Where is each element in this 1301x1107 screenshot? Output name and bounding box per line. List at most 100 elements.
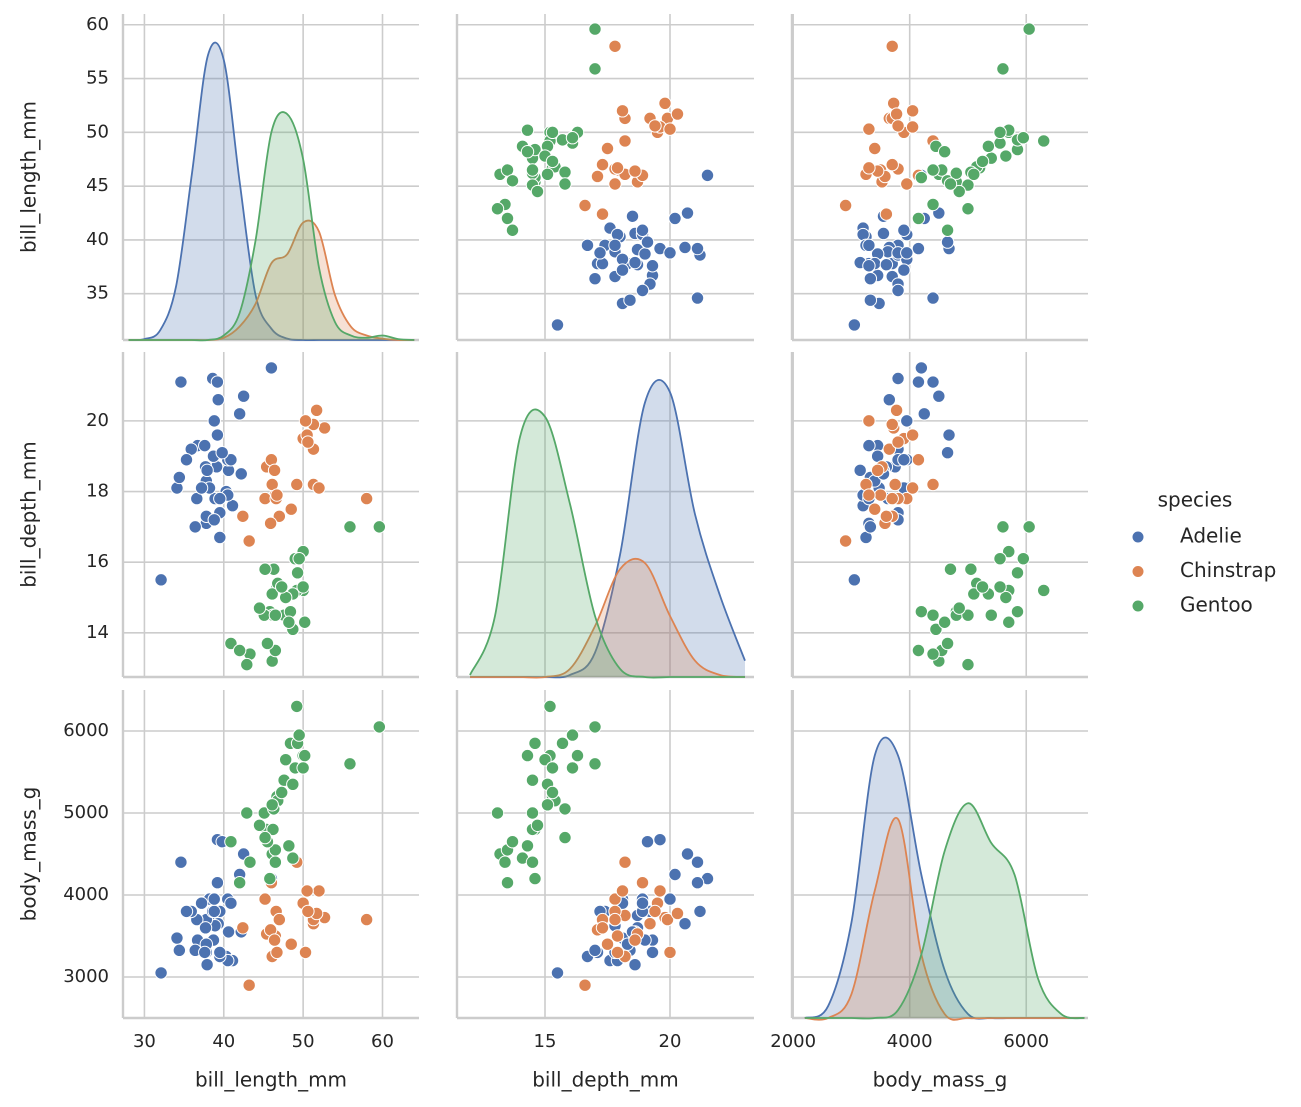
scatter-point [520, 145, 535, 159]
scatter-point [996, 62, 1010, 76]
scatter-point [668, 211, 682, 226]
legend-marker [1131, 565, 1145, 578]
scatter-point [937, 145, 952, 159]
x-tick-label: 15 [534, 1031, 557, 1052]
scatter-point [940, 445, 955, 460]
scatter-point [984, 608, 998, 622]
kde-line [128, 111, 415, 342]
scatter-point [862, 414, 876, 428]
scatter-point [876, 226, 891, 241]
scatter-point [545, 785, 560, 800]
scatter-point [595, 157, 610, 172]
scatter-point [266, 822, 280, 837]
legend-marker [1131, 599, 1145, 613]
x-axis-label: body_mass_g [873, 1068, 1008, 1092]
scatter-point [565, 761, 580, 775]
scatter-point [595, 207, 610, 221]
scatter-point [648, 904, 662, 919]
scatter-point [268, 608, 283, 622]
scatter-point [690, 876, 705, 890]
scatter-point [608, 39, 622, 53]
scatter-point [286, 851, 300, 865]
scatter-point [905, 428, 920, 442]
scatter-point [236, 389, 251, 403]
scatter-point [265, 798, 279, 812]
scatter-point [882, 442, 897, 456]
scatter-point [590, 169, 605, 184]
scatter-point [668, 867, 682, 882]
scatter-point [658, 96, 672, 111]
scatter-point [618, 134, 632, 148]
x-tick-label: 40 [212, 1031, 235, 1052]
scatter-point [635, 283, 650, 298]
scatter-point [595, 921, 610, 935]
scatter-point [943, 562, 958, 576]
scatter-point [897, 223, 911, 237]
scatter-point [275, 785, 289, 800]
scatter-point [885, 491, 899, 506]
scatter-point [967, 587, 981, 601]
scatter-point [993, 551, 1007, 566]
scatter-point [290, 699, 304, 714]
scatter-point [540, 798, 555, 812]
scatter-point [490, 806, 505, 820]
scatter-point [838, 534, 853, 548]
scatter-point [600, 937, 615, 951]
scatter-point [263, 871, 277, 886]
scatter-point [543, 699, 557, 714]
y-tick-label: 16 [86, 551, 109, 572]
scatter-point [198, 945, 212, 960]
x-tick-label: 50 [292, 1031, 315, 1052]
scatter-point [292, 728, 306, 742]
scatter-point [296, 580, 310, 594]
scatter-point [911, 453, 926, 467]
scatter-point [265, 587, 279, 601]
kde-area [470, 409, 745, 678]
scatter-point [213, 491, 227, 506]
scatter-point [932, 389, 946, 403]
legend-label: Gentoo [1180, 593, 1253, 617]
scatter-point [268, 855, 283, 869]
scatter-point [862, 438, 876, 453]
scatter-point [359, 912, 374, 927]
scatter-point [232, 407, 247, 421]
scatter-point [628, 958, 642, 972]
kde-area [804, 803, 1085, 1019]
scatter-point [545, 761, 560, 775]
scatter-point [615, 104, 630, 118]
scatter-point [608, 238, 622, 253]
scatter-point [242, 534, 256, 548]
scatter-point [911, 375, 926, 389]
scatter-point [490, 202, 505, 216]
scatter-point [498, 855, 512, 869]
y-tick-label: 3000 [63, 966, 109, 987]
scatter-point [911, 211, 926, 226]
y-tick-label: 50 [86, 121, 109, 142]
scatter-point [999, 590, 1013, 605]
scatter-point [525, 773, 540, 787]
scatter-point [897, 453, 911, 467]
scatter-point [891, 435, 905, 449]
scatter-point [207, 892, 221, 906]
scatter-point [608, 912, 622, 927]
scatter-point [240, 806, 254, 820]
scatter-point [914, 361, 929, 375]
scatter-point [236, 921, 250, 935]
scatter-point [154, 966, 168, 980]
y-tick-label: 40 [86, 229, 109, 250]
scatter-point [961, 608, 975, 622]
scatter-point [640, 835, 655, 849]
kde-area [804, 737, 1085, 1019]
scatter-point [372, 720, 387, 734]
scatter-point [885, 157, 899, 172]
scatter-point [194, 481, 209, 495]
y-tick-label: 14 [86, 622, 109, 643]
scatter-point [648, 119, 662, 133]
scatter-point [528, 871, 542, 886]
scatter-point [505, 174, 520, 188]
scatter-point [296, 761, 310, 775]
scatter-point [243, 855, 257, 869]
scatter-point [900, 177, 914, 191]
scatter-point [215, 445, 229, 460]
scatter-point [200, 958, 214, 972]
